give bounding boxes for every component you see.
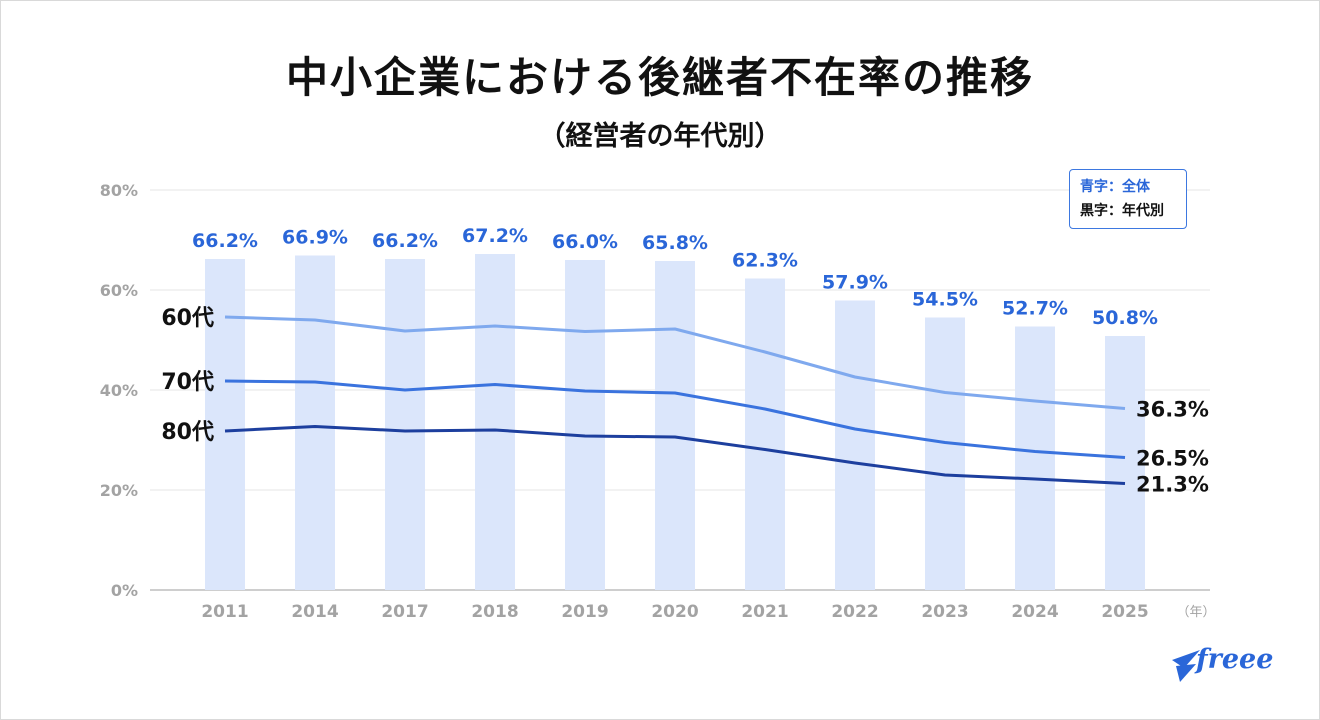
- x-tick-label: 2020: [651, 602, 698, 622]
- bar: [475, 254, 515, 590]
- bar-value-label: 66.2%: [372, 230, 438, 252]
- series-name-label: 70代: [161, 370, 214, 395]
- bar-value-label: 57.9%: [822, 272, 888, 294]
- bar: [1105, 336, 1145, 590]
- series-line: [224, 315, 1126, 410]
- bar-value-label: 50.8%: [1092, 307, 1158, 329]
- chart-title: 中小企業における後継者不在率の推移: [285, 53, 1034, 102]
- bar-value-label: 66.2%: [192, 230, 258, 252]
- series-end-label: 26.5%: [1136, 447, 1209, 471]
- y-tick-label: 80%: [100, 181, 138, 200]
- bird-icon: [1172, 650, 1200, 682]
- series-line: [224, 425, 1126, 485]
- x-tick-label: 2018: [471, 602, 518, 622]
- bar: [745, 278, 785, 590]
- bar: [655, 261, 695, 590]
- x-tick-label: 2021: [741, 602, 788, 622]
- y-tick-label: 0%: [111, 581, 138, 600]
- bar: [1015, 326, 1055, 590]
- series-line: [224, 379, 1126, 459]
- bar-value-label: 54.5%: [912, 289, 978, 311]
- logo-text: freee: [1196, 644, 1274, 675]
- bar: [385, 259, 425, 590]
- x-axis-unit: （年）: [1176, 605, 1215, 620]
- bar: [295, 255, 335, 590]
- y-tick-label: 60%: [100, 281, 138, 300]
- bar-value-label: 66.9%: [282, 227, 348, 249]
- bar-value-label: 62.3%: [732, 250, 798, 272]
- x-tick-label: 2025: [1101, 602, 1148, 622]
- series-end-label: 36.3%: [1136, 398, 1209, 422]
- series-name-label: 60代: [161, 306, 214, 331]
- x-tick-label: 2019: [561, 602, 608, 622]
- y-tick-label: 40%: [100, 381, 138, 400]
- x-tick-label: 2011: [201, 602, 248, 622]
- bar-value-label: 66.0%: [552, 231, 618, 253]
- bar: [565, 260, 605, 590]
- series-name-label: 80代: [161, 420, 214, 445]
- legend-by-age-label: 黒字：年代別: [1080, 203, 1164, 219]
- bar: [835, 300, 875, 590]
- legend-box: 青字：全体 黒字：年代別: [1069, 169, 1187, 229]
- bar-value-label: 65.8%: [642, 232, 708, 254]
- bar-value-label: 52.7%: [1002, 298, 1068, 320]
- bar: [925, 317, 965, 590]
- legend-overall-label: 青字：全体: [1080, 179, 1150, 195]
- x-tick-label: 2024: [1011, 602, 1058, 622]
- bar-value-label: 67.2%: [462, 225, 528, 247]
- x-tick-label: 2022: [831, 602, 878, 622]
- chart-subtitle: （経営者の年代別）: [538, 121, 782, 152]
- x-tick-label: 2023: [921, 602, 968, 622]
- series-end-label: 21.3%: [1136, 473, 1209, 497]
- y-tick-label: 20%: [100, 481, 138, 500]
- x-tick-label: 2014: [291, 602, 338, 622]
- bar: [205, 259, 245, 590]
- x-tick-label: 2017: [381, 602, 428, 622]
- freee-logo: freee: [1170, 640, 1290, 690]
